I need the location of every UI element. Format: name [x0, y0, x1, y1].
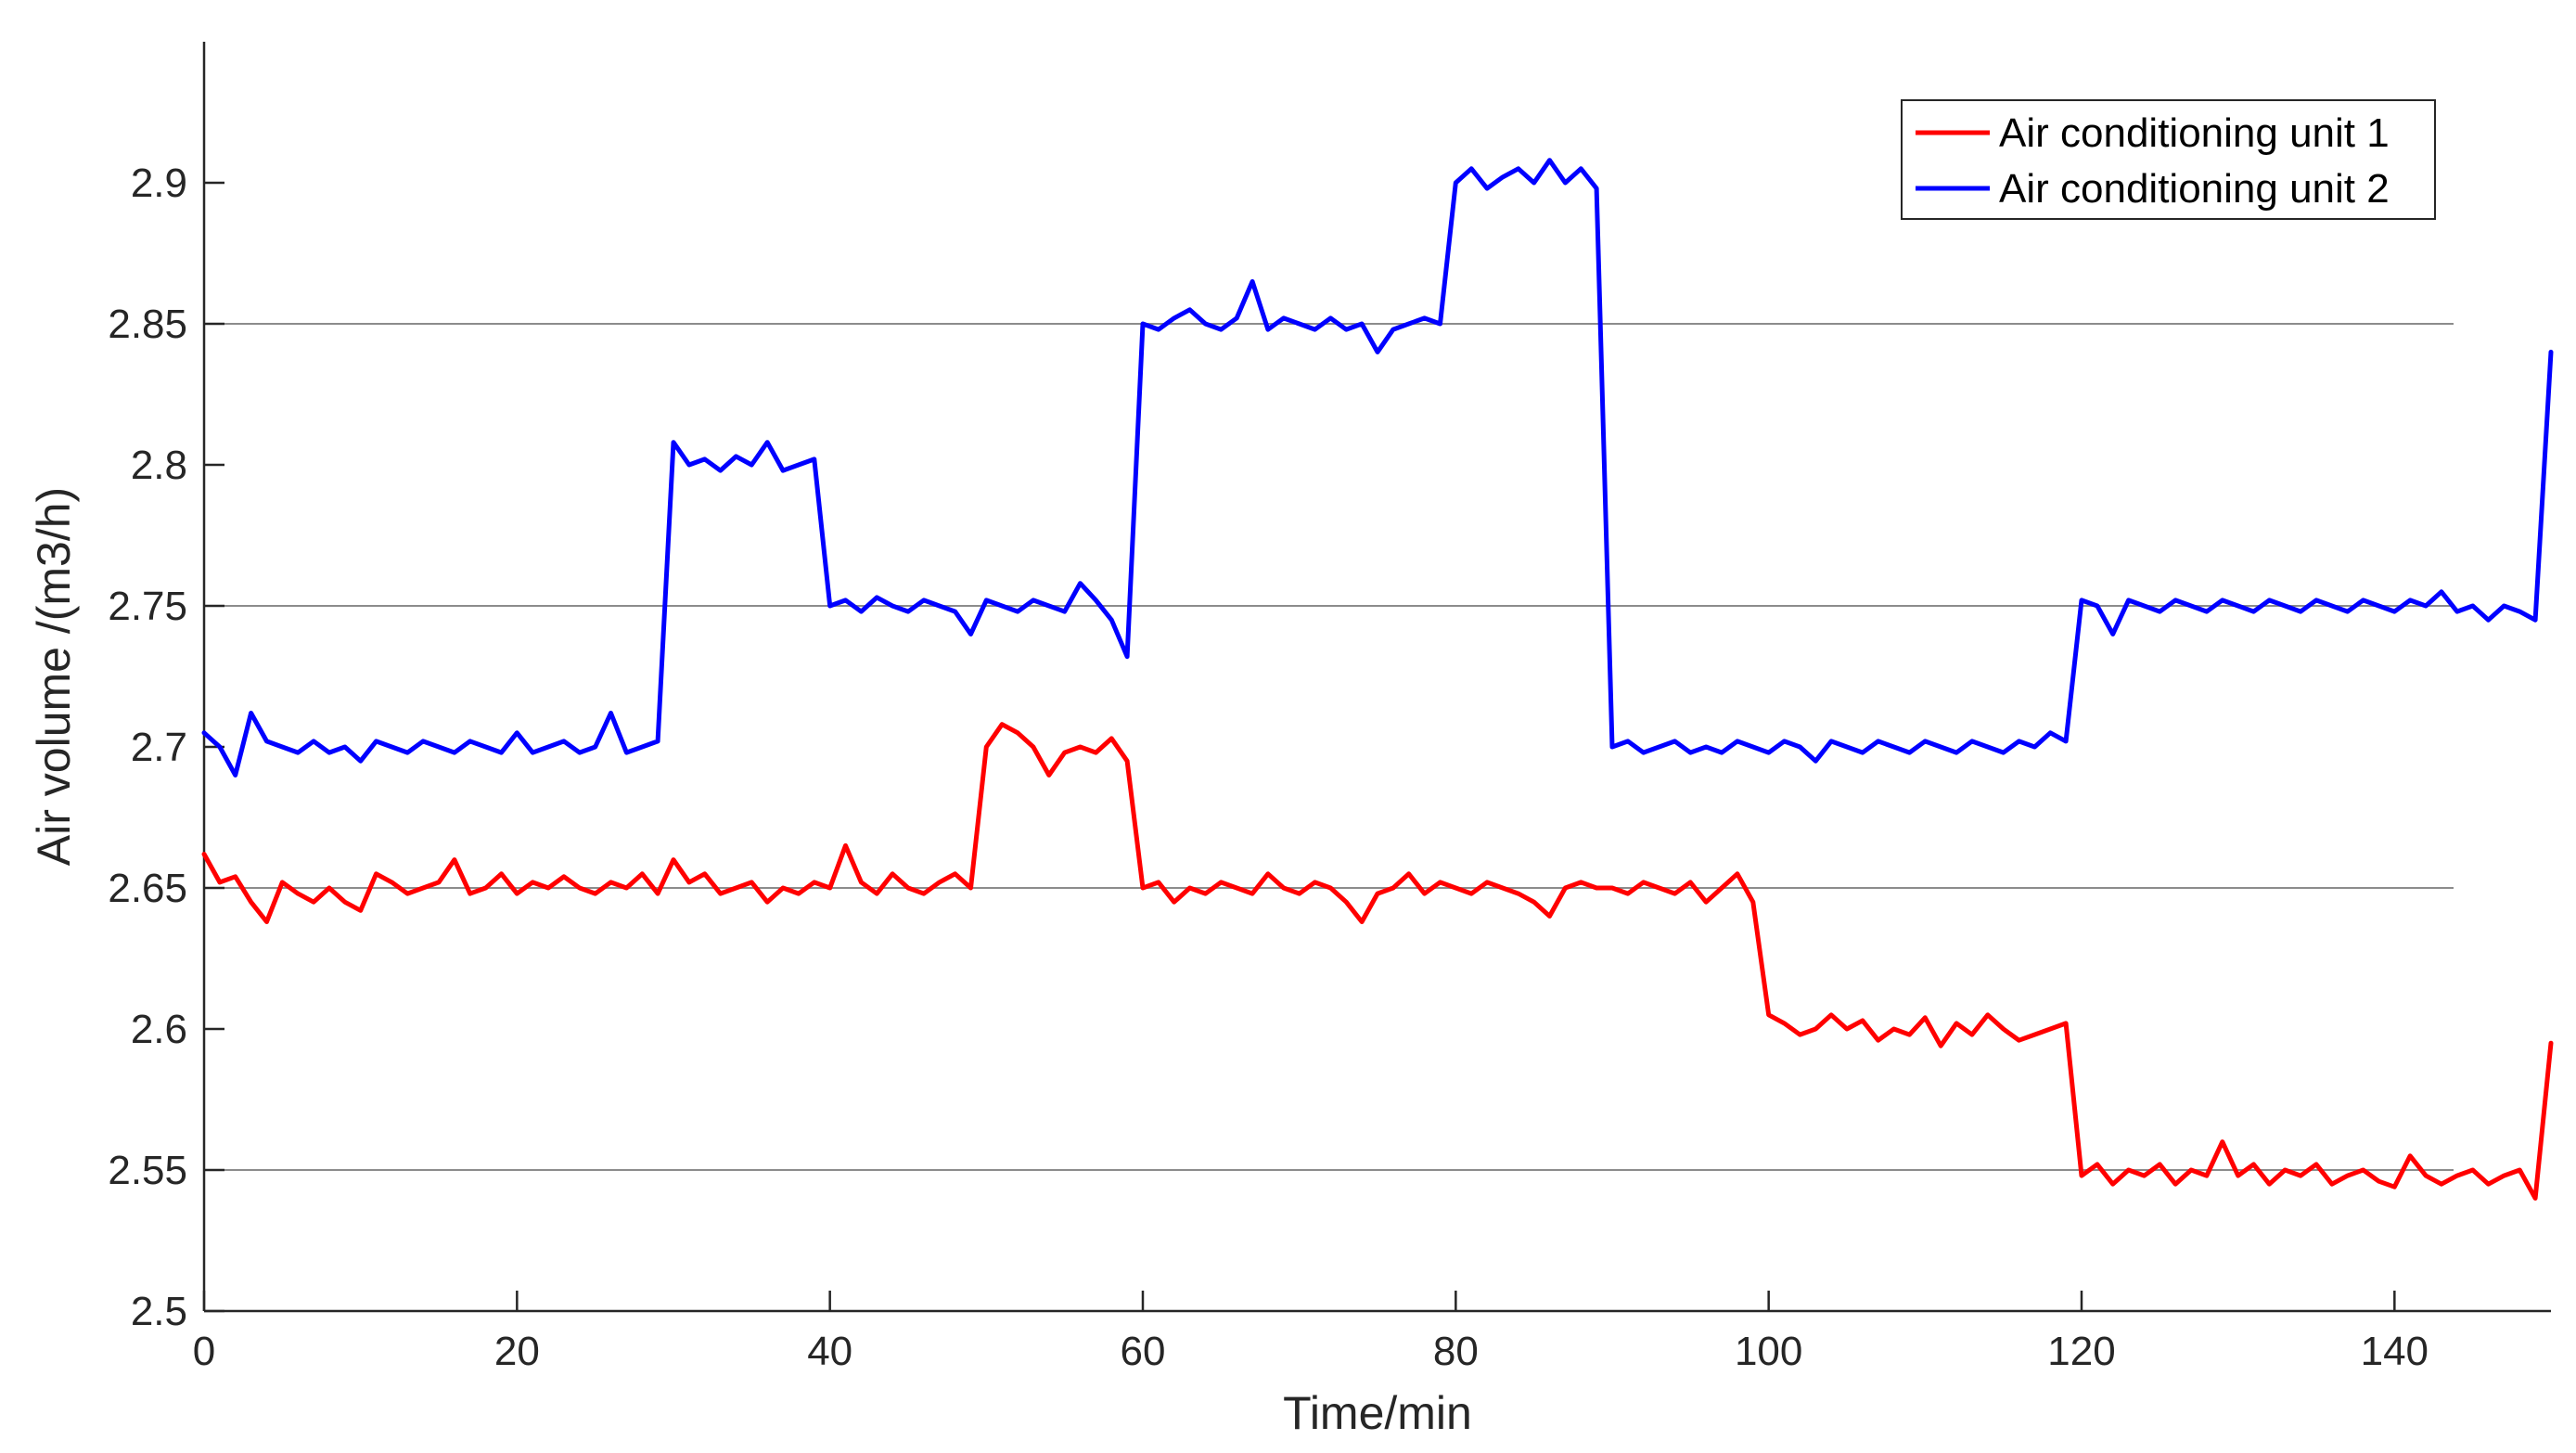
y-tick-label: 2.8	[131, 443, 187, 488]
x-tick-label: 140	[2361, 1329, 2429, 1374]
legend-box	[1901, 99, 2436, 220]
series-line-air-conditioning-unit-1	[201, 722, 2554, 1201]
legend-label: Air conditioning unit 1	[1999, 110, 2390, 156]
legend: Air conditioning unit 1 Air conditioning …	[1901, 99, 2436, 220]
x-axis-label: Time/min	[1283, 1387, 1472, 1439]
y-tick-label: 2.6	[131, 1007, 187, 1052]
y-tick-label: 2.85	[108, 302, 187, 347]
y-tick-label: 2.7	[131, 725, 187, 770]
y-tick-label: 2.75	[108, 584, 187, 629]
x-tick-label: 80	[1433, 1329, 1479, 1374]
y-axis-label: Air volume /(m3/h)	[28, 487, 80, 866]
y-tick-label: 2.9	[131, 161, 187, 206]
x-tick-label: 0	[193, 1329, 215, 1374]
y-tick-label: 2.65	[108, 866, 187, 911]
x-tick-label: 60	[1121, 1329, 1166, 1374]
x-tick-label: 40	[807, 1329, 852, 1374]
legend-label: Air conditioning unit 2	[1999, 166, 2390, 212]
x-tick-label: 120	[2047, 1329, 2115, 1374]
series-layer	[201, 158, 2554, 1201]
x-tick-label: 20	[494, 1329, 540, 1374]
x-tick-label: 100	[1735, 1329, 1802, 1374]
axes: 0 20 40 60 80 100 120 140 2.5 2.55 2.6 2.65 2.7 2.75 2…	[108, 42, 2551, 1374]
y-tick-label: 2.55	[108, 1148, 187, 1193]
series-line-air-conditioning-unit-2	[201, 158, 2554, 778]
y-tick-label: 2.5	[131, 1289, 187, 1334]
